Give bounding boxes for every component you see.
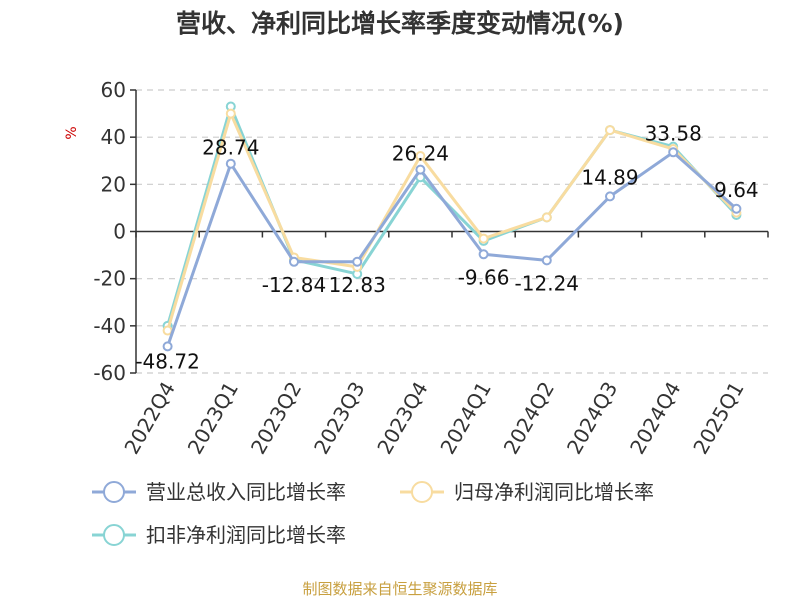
data-label: 12.83 — [329, 273, 386, 297]
axes — [130, 89, 769, 374]
series-line — [166, 112, 738, 331]
data-label: -9.66 — [458, 265, 510, 289]
data-point — [289, 256, 299, 267]
series-lines — [162, 101, 742, 352]
x-tick-label: 2023Q2 — [246, 378, 306, 459]
series-line — [166, 150, 738, 347]
data-point — [668, 147, 679, 158]
data-label: 14.89 — [581, 165, 638, 189]
y-tick-label: 60 — [101, 78, 126, 102]
legend-marker — [103, 481, 125, 503]
x-tick-label: 2022Q4 — [119, 378, 179, 459]
data-point — [605, 191, 615, 202]
data-point — [225, 108, 236, 119]
legend-label: 归母净利润同比增长率 — [454, 480, 654, 504]
data-point — [541, 212, 552, 223]
data-label: -12.24 — [515, 271, 579, 295]
x-tick-label: 2025Q1 — [688, 378, 748, 459]
x-tick-label: 2024Q2 — [499, 378, 559, 459]
data-point — [478, 233, 489, 244]
data-point — [731, 203, 742, 214]
y-tick-label: 40 — [101, 125, 126, 149]
data-point — [162, 325, 173, 336]
y-axis-label: % — [64, 126, 80, 139]
x-tick-label: 2024Q3 — [562, 378, 622, 459]
data-labels: -48.72 28.74 -12.84 12.83 26.24 -9.66 -12.24 14… — [135, 121, 758, 373]
data-point — [162, 341, 173, 352]
source-note: 制图数据来自恒生聚源数据库 — [302, 580, 497, 598]
legend-label: 扣非净利润同比增长率 — [146, 523, 346, 547]
y-tick-label: 0 — [113, 220, 126, 244]
legend-marker — [103, 524, 125, 546]
data-point — [605, 125, 615, 136]
y-tick-label: -60 — [93, 361, 126, 385]
y-tick-label: -40 — [93, 314, 126, 338]
x-tick-label: 2024Q4 — [625, 378, 685, 459]
data-point — [415, 164, 426, 175]
data-point — [352, 256, 363, 267]
data-label: -12.84 — [262, 273, 326, 297]
y-tick-label: 20 — [101, 172, 126, 196]
x-tick-label: 2023Q1 — [183, 378, 243, 459]
data-point — [541, 255, 552, 266]
y-tick-labels: 60 40 20 0 -20 -40 -60 — [93, 78, 126, 385]
data-label: 9.64 — [714, 178, 759, 202]
x-tick-label: 2024Q1 — [435, 377, 495, 458]
legend-label: 营业总收入同比增长率 — [146, 480, 346, 504]
y-tick-label: -20 — [93, 267, 126, 291]
data-label: 33.58 — [645, 121, 702, 145]
data-point — [415, 151, 426, 162]
x-tick-label: 2023Q3 — [309, 378, 369, 459]
legend-marker — [411, 481, 433, 503]
data-point — [225, 158, 236, 169]
data-label: -48.72 — [135, 349, 199, 373]
data-label: 26.24 — [392, 142, 449, 166]
data-point — [478, 249, 489, 260]
x-tick-labels: 2022Q4 2023Q1 2023Q2 2023Q3 2023Q4 2024Q1 2024… — [119, 377, 748, 458]
x-tick-label: 2023Q4 — [372, 378, 432, 459]
data-label: 28.74 — [202, 136, 259, 160]
chart-title: 营收、净利同比增长率季度变动情况(%) — [176, 9, 624, 38]
